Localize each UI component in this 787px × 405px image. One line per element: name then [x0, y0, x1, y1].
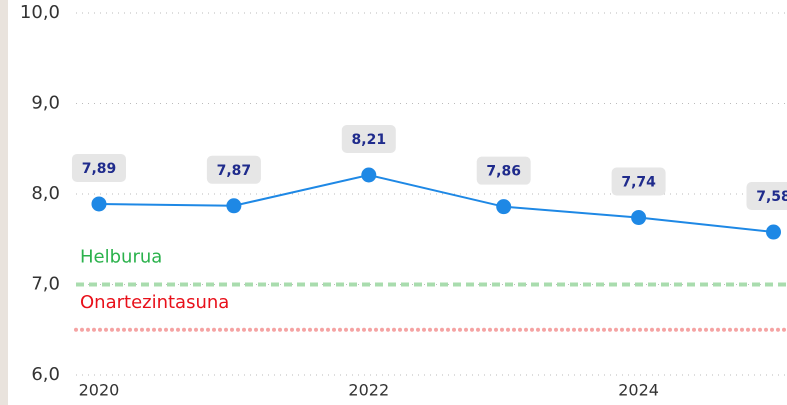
y-tick-label: 6,0 — [31, 364, 60, 385]
data-label: 7,74 — [621, 175, 656, 191]
point — [496, 199, 512, 215]
data-label-box — [71, 153, 126, 182]
point — [91, 196, 107, 212]
data-label-box — [206, 155, 261, 184]
y-tick-label: 8,0 — [31, 183, 60, 204]
y-tick-label: 10,0 — [20, 2, 60, 23]
y-tick-label: 7,0 — [31, 274, 60, 295]
point — [226, 198, 242, 214]
data-label: 7,58 — [756, 189, 787, 205]
line — [98, 173, 774, 234]
data-label: 8,21 — [352, 132, 387, 148]
reference-label: Onartezintasuna — [80, 292, 229, 313]
reference-label: Helburua — [80, 247, 162, 268]
point — [361, 167, 377, 183]
data-label: 7,87 — [217, 163, 252, 179]
data-label: 7,86 — [486, 164, 521, 180]
data-label-box — [611, 167, 666, 196]
left-border — [0, 0, 8, 405]
y-tick-label: 9,0 — [31, 93, 60, 114]
data-label-box — [746, 182, 787, 211]
point — [766, 224, 782, 240]
x-tick-label: 2022 — [348, 381, 389, 400]
data-label: 7,89 — [82, 161, 117, 177]
data-label-box — [341, 124, 396, 153]
x-tick-label: 2024 — [618, 381, 659, 400]
point — [631, 210, 647, 226]
data-label-box — [476, 156, 531, 185]
x-tick-label: 2020 — [79, 381, 120, 400]
